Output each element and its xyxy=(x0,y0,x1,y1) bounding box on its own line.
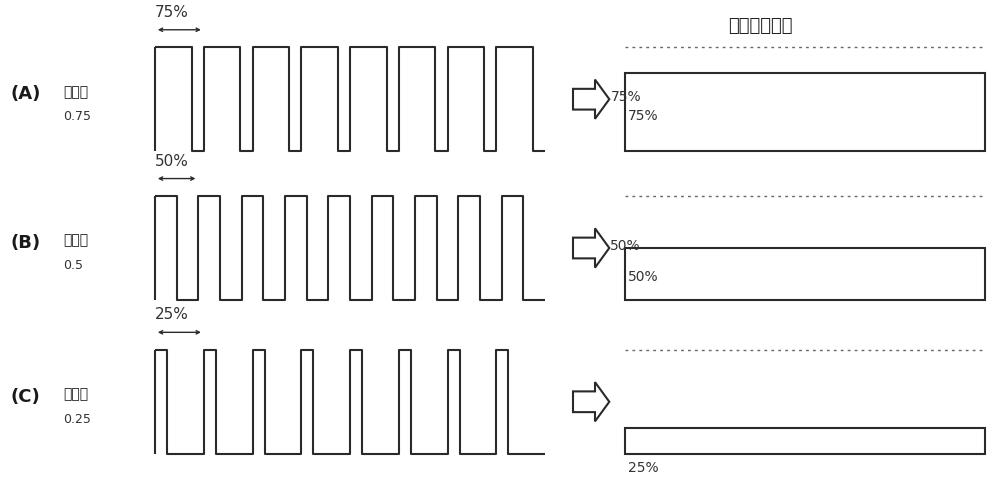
Polygon shape xyxy=(573,79,609,119)
Text: 電圧の平均値: 電圧の平均値 xyxy=(728,17,792,35)
Text: 占空比: 占空比 xyxy=(63,234,88,248)
Bar xyxy=(625,428,985,454)
Text: 25%: 25% xyxy=(628,461,659,475)
Text: 50%: 50% xyxy=(155,154,189,169)
Text: 75%: 75% xyxy=(628,109,659,123)
Text: (C): (C) xyxy=(10,388,40,406)
Text: 25%: 25% xyxy=(155,308,189,322)
Bar xyxy=(625,73,985,151)
Text: 0.25: 0.25 xyxy=(63,413,91,426)
Polygon shape xyxy=(573,382,609,422)
Polygon shape xyxy=(573,228,609,268)
Text: 0.5: 0.5 xyxy=(63,259,83,272)
Text: 75%: 75% xyxy=(155,5,189,20)
Text: 50%: 50% xyxy=(610,239,641,252)
Text: 50%: 50% xyxy=(628,270,659,284)
Text: (A): (A) xyxy=(10,85,40,103)
Text: 0.75: 0.75 xyxy=(63,110,91,123)
Text: 占空比: 占空比 xyxy=(63,387,88,401)
Text: 占空比: 占空比 xyxy=(63,85,88,99)
Text: (B): (B) xyxy=(10,234,40,252)
Bar xyxy=(625,248,985,300)
Text: 75%: 75% xyxy=(610,90,641,104)
